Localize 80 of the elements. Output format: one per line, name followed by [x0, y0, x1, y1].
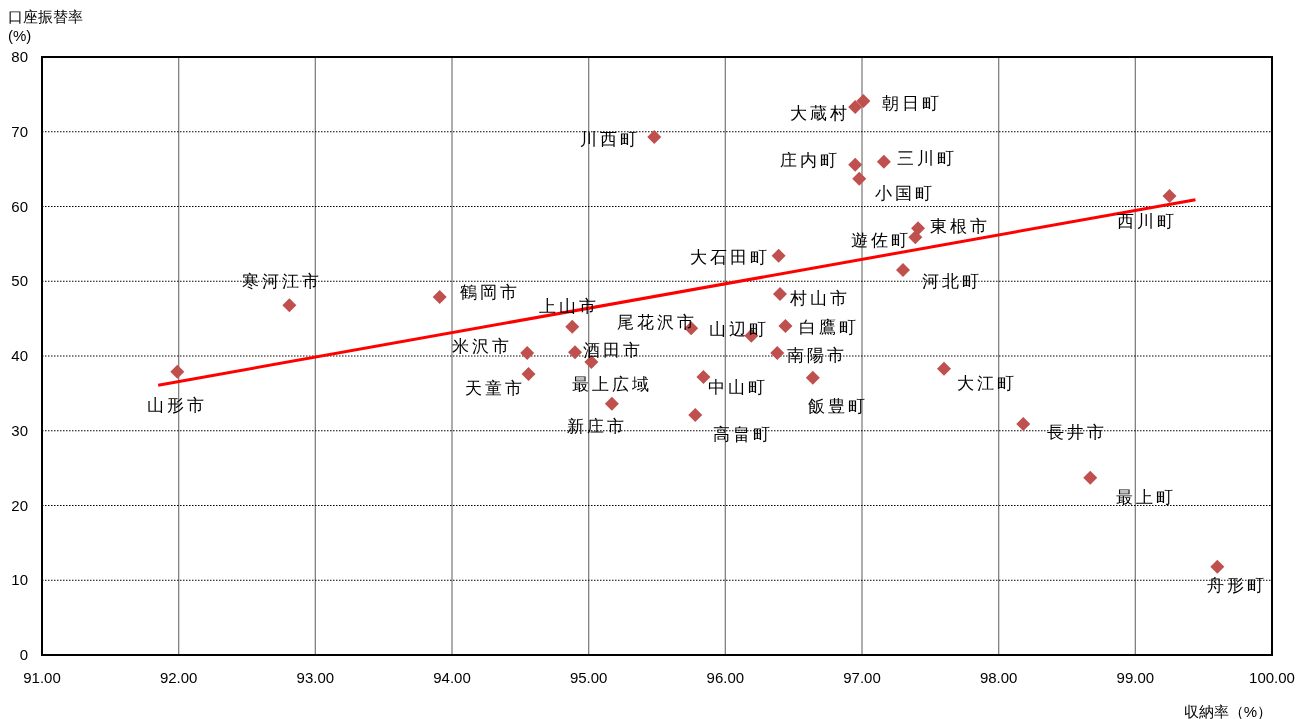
annotation: 庄内町: [780, 150, 841, 170]
y-axis-title: 口座振替率 (%): [8, 8, 83, 44]
x-tick-label: 98.00: [979, 669, 1018, 686]
x-tick-label: 94.00: [433, 669, 471, 686]
annotation: 高畠町: [713, 425, 774, 445]
annotation: 山辺町: [709, 319, 770, 339]
annotation: 酒田市: [583, 341, 643, 361]
y-tick-label: 10: [11, 571, 28, 589]
point: [521, 366, 536, 381]
point: [937, 361, 951, 376]
point: [1083, 470, 1098, 485]
point: [848, 100, 863, 115]
y-tick-label: 70: [11, 122, 28, 140]
annotation: 鶴岡市: [459, 282, 520, 302]
x-tick-label: 96.00: [706, 669, 745, 686]
x-tick-label: 91.00: [23, 669, 61, 686]
point: [896, 263, 910, 278]
point: [1210, 559, 1225, 574]
annotation: 飯豊町: [807, 396, 868, 416]
point: [908, 230, 923, 245]
x-axis-title: 収納率（%）: [1183, 703, 1272, 719]
point: [696, 369, 711, 384]
annotation: 朝日町: [882, 94, 943, 114]
annotation: 最上町: [1116, 487, 1177, 507]
y-tick-label: 50: [11, 272, 28, 290]
point: [778, 319, 793, 334]
annotation: 中山町: [708, 377, 769, 397]
annotation: 西川町: [1116, 212, 1177, 232]
annotation: 米沢市: [452, 337, 513, 357]
annotation: 舟形町: [1207, 575, 1268, 595]
point: [568, 345, 582, 360]
point: [647, 129, 662, 144]
annotation: 三川町: [896, 148, 957, 168]
x-tick-label: 100.00: [1249, 669, 1295, 686]
point: [170, 364, 185, 379]
annotation: 南陽市: [787, 346, 848, 366]
annotation: 大石田町: [689, 247, 770, 267]
point: [852, 171, 867, 186]
annotation: 新庄市: [566, 416, 627, 436]
annotation: 白鷹町: [799, 318, 860, 338]
annotation: 長井市: [1047, 423, 1108, 443]
x-tick-label: 99.00: [1116, 669, 1155, 686]
y-tick-label: 20: [11, 496, 28, 514]
point: [432, 289, 447, 304]
point: [805, 370, 820, 385]
point: [565, 319, 580, 334]
point: [848, 157, 863, 172]
point: [1016, 417, 1031, 432]
y-tick-label: 0: [19, 646, 28, 663]
x-tick-label: 92.00: [159, 669, 198, 686]
point: [876, 154, 891, 169]
point: [770, 346, 785, 361]
y-tick-label: 40: [11, 347, 28, 364]
annotation: 河北町: [922, 272, 982, 292]
y-tick-label: 30: [11, 421, 28, 439]
annotation: 小国町: [875, 183, 936, 203]
annotation: 川西町: [580, 129, 641, 149]
annotation: 大蔵村: [790, 104, 851, 124]
point: [604, 396, 619, 411]
annotation: 山形市: [147, 395, 208, 415]
point: [771, 248, 786, 263]
annotation: 天童市: [464, 378, 525, 398]
annotation: 寒河江市: [242, 272, 323, 292]
point: [1162, 189, 1177, 204]
annotation: 最上広域: [572, 374, 653, 394]
point: [773, 286, 787, 301]
x-tick-label: 93.00: [296, 669, 335, 686]
annotation: 東根市: [930, 217, 991, 237]
x-tick-label: 95.00: [569, 669, 608, 686]
point: [688, 408, 703, 423]
annotation: 尾花沢市: [617, 313, 698, 333]
point: [520, 346, 535, 361]
y-tick-label: 80: [11, 48, 28, 65]
annotation: 大江町: [957, 373, 1017, 393]
x-tick-label: 97.00: [843, 669, 881, 686]
y-tick-label: 60: [11, 197, 28, 215]
annotation: 村山市: [789, 288, 850, 308]
point: [856, 94, 871, 109]
annotation: 遊佐町: [851, 231, 912, 251]
point: [282, 298, 297, 313]
